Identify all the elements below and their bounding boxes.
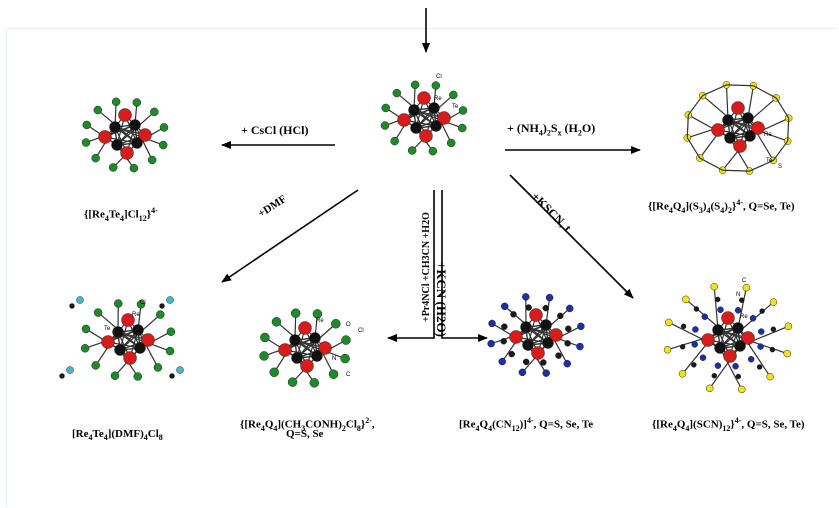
product-cl12: {[Re4Te4]Cl12}4-: [84, 204, 158, 225]
formula-part: )]: [519, 418, 527, 431]
formula-part: {[Re: [240, 418, 261, 431]
formula-part: 2-: [365, 416, 372, 425]
formula-part: 3: [698, 205, 703, 215]
formula-part: 4-: [151, 206, 158, 215]
product-cn12: [Re4Q4(CN12)]4-, Q=S, Se, Te: [459, 414, 593, 435]
formula-part: }: [146, 208, 152, 221]
formula-part: ](DMF): [107, 428, 144, 440]
product-ch3conh2: {[Re4Q4](CH3CONH)2Cl8}2-,: [240, 414, 375, 435]
formula-part: 4-: [734, 416, 742, 425]
arrow-to-dmf: [221, 189, 359, 283]
formula-part: 12: [138, 213, 147, 223]
formula-part: 4: [488, 423, 493, 433]
formula-part: 4-: [526, 416, 534, 425]
formula-part: 4: [88, 433, 93, 443]
formula-part: 8: [158, 433, 163, 443]
formula-part: ](CH: [277, 418, 302, 431]
reagent-nh4sx-sub: x: [557, 128, 562, 138]
formula-part: CONH): [305, 418, 342, 431]
formula-part: Cl: [345, 418, 357, 431]
reagent-kcn: +KCN (H2O): [434, 262, 449, 337]
formula-part: 8: [356, 423, 361, 433]
formula-part: [Re: [72, 428, 89, 440]
formula-part: 12: [511, 423, 520, 433]
formula-part: 4: [273, 423, 278, 433]
formula-part: ): [724, 200, 728, 213]
formula-part: ]Cl: [124, 208, 139, 221]
formula-part: ](S: [685, 200, 699, 213]
formula-part: Te: [92, 428, 104, 440]
formula-part: 4: [143, 433, 148, 443]
formula-part: 4: [103, 433, 108, 443]
reagent-nh4sx-part: S: [550, 121, 558, 135]
formula-part: 4-: [736, 198, 743, 207]
formula-part: }: [730, 418, 735, 431]
formula-part: Q: [264, 418, 274, 431]
arrow-to-cn12: [441, 190, 488, 342]
formula-part: 3: [301, 423, 306, 433]
formula-part: {[Re: [652, 418, 673, 431]
product-scn12: {[Re4Q4](SCN)12}4-, Q=S, Se, Te): [652, 414, 805, 435]
formula-part: 4: [668, 205, 673, 215]
formula-part: 4: [681, 205, 686, 215]
formula-part: 4: [672, 423, 677, 433]
reagent-pr4ncl: +Pr4NCl +CH3CN +H2O: [421, 212, 432, 322]
formula-part: Te: [108, 208, 121, 221]
arrow-to-ch3conh2: [387, 190, 435, 342]
formula-part: 4: [120, 213, 125, 223]
formula-part: ,: [371, 418, 375, 431]
formula-part: ): [702, 200, 707, 213]
product-ch3conh2-line2: Q=S, Se: [286, 428, 324, 440]
formula-part: [Re: [459, 418, 476, 431]
reagent-nh4sx-part: (H: [561, 121, 578, 135]
formula-part: , Q=S, Se, Te: [533, 418, 594, 431]
formula-part: 4: [706, 205, 711, 215]
formula-part: Q: [672, 200, 682, 213]
formula-part: , Q=Se, Te): [742, 200, 795, 213]
formula-part: Q: [479, 418, 489, 431]
formula-part: 4: [720, 205, 725, 215]
formula-part: Cl: [147, 428, 159, 440]
formula-part: , Q=S, Se, Te): [741, 418, 805, 431]
product-dmf: [Re4Te4](DMF)4Cl8: [72, 428, 163, 444]
reagent-nh4sx: + (NH4)2Sx (H2O): [507, 122, 595, 139]
formula-part: 4: [685, 423, 690, 433]
formula-part: 12: [722, 423, 731, 433]
formula-part: {[Re: [84, 208, 105, 221]
reagent-nh4sx-sub: 4: [538, 128, 543, 138]
formula-part: Q: [676, 418, 686, 431]
formula-part: 2: [341, 423, 346, 433]
formula-part: }: [360, 418, 366, 431]
reagent-nh4sx-sub: 2: [577, 128, 582, 138]
formula-part: 4: [475, 423, 480, 433]
reagent-nh4sx-part: O): [581, 121, 596, 135]
formula-part: {[Re: [648, 200, 669, 213]
formula-part: }: [731, 200, 737, 213]
reagent-nh4sx-sub: 2: [546, 128, 551, 138]
arrow-to-scn12: [509, 174, 634, 299]
formula-part: (S: [710, 200, 721, 213]
formula-part: (CN: [492, 418, 512, 431]
figure-frame: [6, 28, 837, 507]
formula-part: 4: [104, 213, 109, 223]
formula-part: 2: [727, 205, 732, 215]
formula-part: 4: [260, 423, 265, 433]
reagent-nh4sx-part: ): [542, 121, 547, 135]
reagent-nh4sx-part: + (NH: [507, 121, 539, 135]
formula-part: ](SCN): [689, 418, 723, 431]
reagent-cscl: + CsCl (HCl): [241, 123, 309, 137]
product-s3s4: {[Re4Q4](S3)4(S4)2}4-, Q=Se, Te): [648, 196, 794, 217]
